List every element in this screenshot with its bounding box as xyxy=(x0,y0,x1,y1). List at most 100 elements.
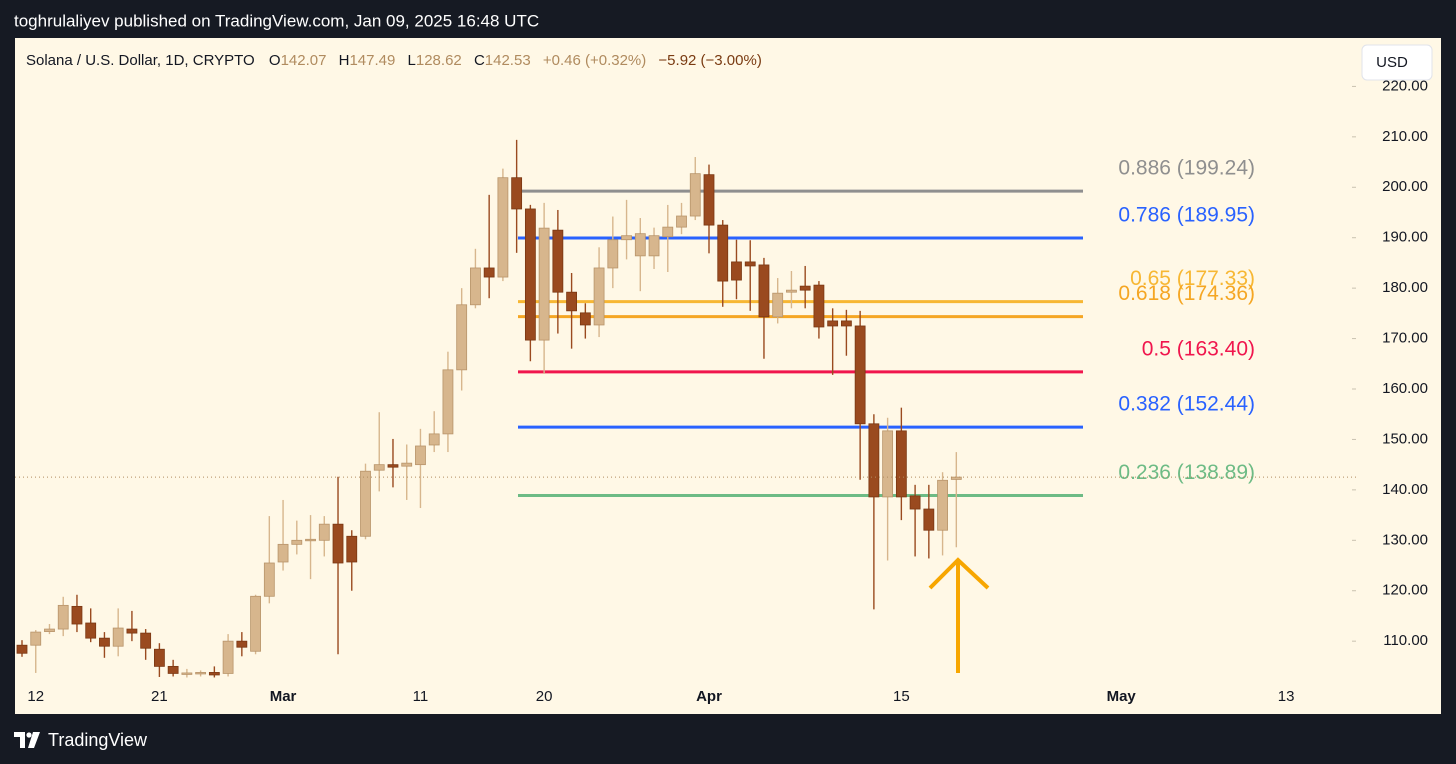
y-tick-label: 110.00 xyxy=(1383,632,1428,649)
legend-key: H xyxy=(339,52,350,69)
candle-body xyxy=(71,605,83,625)
candle-body xyxy=(703,174,715,226)
x-tick-label: 12 xyxy=(27,688,44,705)
x-tick-label: 13 xyxy=(1278,688,1295,705)
candle-body xyxy=(909,495,921,510)
candle-body xyxy=(470,267,481,306)
candle-body xyxy=(112,627,124,647)
currency-button-box[interactable] xyxy=(1361,44,1433,81)
candle-body xyxy=(717,224,729,282)
candle-body xyxy=(799,285,811,291)
candle-body xyxy=(456,304,468,371)
y-tick-label: 160.00 xyxy=(1382,380,1428,397)
candle-body xyxy=(140,632,152,649)
candle-body xyxy=(99,637,110,647)
x-tick-label: 15 xyxy=(893,688,910,705)
x-tick-label: May xyxy=(1107,688,1137,705)
candle-body xyxy=(731,261,742,281)
legend-value: 142.07 xyxy=(281,52,327,69)
x-tick-label: 20 xyxy=(536,688,553,705)
fib-label: 0.65 (177.33) xyxy=(1130,267,1255,290)
x-tick-label: 21 xyxy=(151,688,168,705)
candle-body xyxy=(428,433,440,446)
legend-key: C xyxy=(474,52,485,69)
candle-body xyxy=(689,173,701,217)
candle-body xyxy=(57,604,69,630)
candle-body xyxy=(937,479,948,531)
candle-body xyxy=(401,462,413,467)
candle-body xyxy=(387,464,399,468)
candle-body xyxy=(552,229,564,293)
candle-body xyxy=(895,430,907,498)
candle-body xyxy=(841,320,852,327)
candle-body xyxy=(538,227,550,341)
candle-body xyxy=(634,233,646,257)
candle-body xyxy=(593,267,605,326)
candle-body xyxy=(167,665,179,674)
candle-body xyxy=(85,622,97,639)
candle-body xyxy=(868,423,880,498)
logo-part xyxy=(28,732,40,748)
candle-body xyxy=(854,325,866,425)
currency-button[interactable]: USD xyxy=(1361,44,1433,81)
fib-label: 0.886 (199.24) xyxy=(1118,157,1255,180)
candle-body xyxy=(442,369,454,435)
brand-logo xyxy=(14,732,40,748)
candle-body xyxy=(524,208,536,341)
candle-body xyxy=(153,648,165,667)
candle-body xyxy=(332,523,344,564)
chart-panel xyxy=(15,38,1441,714)
candle-body xyxy=(827,320,839,327)
legend: Solana / U.S. Dollar, 1D, CRYPTO O142.07… xyxy=(26,52,762,69)
candle-body xyxy=(263,562,275,597)
y-tick-label: 220.00 xyxy=(1382,77,1428,94)
legend-value: 147.49 xyxy=(349,52,395,69)
y-tick-label: 130.00 xyxy=(1382,531,1428,548)
candle-body xyxy=(621,235,632,241)
candle-body xyxy=(607,239,619,269)
annotation-arrow xyxy=(928,557,990,673)
candle-body xyxy=(346,535,358,563)
plot: 110.00 120.00 130.00 140.00 150.00 160.00 170.… xyxy=(15,77,1428,705)
y-tick-label: 180.00 xyxy=(1382,279,1428,296)
x-tick-label: Mar xyxy=(270,688,297,705)
y-tick-label: 140.00 xyxy=(1382,481,1428,498)
candle-body xyxy=(16,644,28,654)
x-tick-label: 11 xyxy=(413,688,429,705)
candle-body xyxy=(758,264,770,318)
candle-body xyxy=(511,177,523,210)
candle-body xyxy=(497,177,509,278)
candle-body xyxy=(483,267,495,278)
candle-body xyxy=(373,464,385,471)
logo-part xyxy=(26,732,32,738)
candle-body xyxy=(277,543,289,563)
y-tick-label: 190.00 xyxy=(1382,229,1428,246)
y-tick-label: 200.00 xyxy=(1382,178,1428,195)
candle-body xyxy=(208,672,220,676)
y-tick-label: 120.00 xyxy=(1382,582,1428,599)
y-tick-label: 170.00 xyxy=(1382,330,1428,347)
legend-change: +0.46 (+0.32%) xyxy=(543,52,646,69)
candle-body xyxy=(44,628,55,632)
candle-body xyxy=(579,312,591,326)
candle-body xyxy=(772,292,784,318)
candle-body xyxy=(181,672,193,675)
candle-body xyxy=(662,226,674,238)
candle-body xyxy=(882,430,894,498)
candle-body xyxy=(291,539,303,545)
candle-body xyxy=(318,523,330,541)
candle-body xyxy=(415,445,426,466)
candle-body xyxy=(236,640,248,648)
candle-body xyxy=(950,476,962,480)
legend-key: O xyxy=(269,52,281,69)
currency-label[interactable]: USD xyxy=(1376,54,1408,71)
legend-key: L xyxy=(408,52,416,69)
candle-body xyxy=(250,595,261,652)
candle-body xyxy=(923,508,935,531)
legend-range-change: −5.92 (−3.00%) xyxy=(658,52,761,69)
legend-value: 142.53 xyxy=(485,52,531,69)
brand: TradingView xyxy=(48,730,148,750)
candle-body xyxy=(676,215,687,228)
